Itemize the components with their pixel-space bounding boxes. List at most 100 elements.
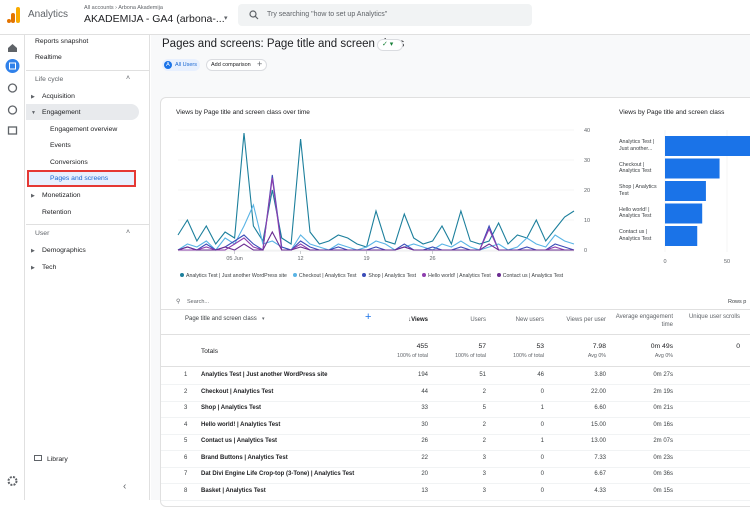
row-value: 2 — [482, 421, 486, 428]
legend-item[interactable]: Checkout | Analytics Test — [292, 273, 357, 279]
row-value: 2m 07s — [653, 438, 673, 444]
totals-label: Totals — [201, 348, 218, 355]
row-index: 5 — [184, 438, 188, 444]
search-icon: ⚲ — [176, 299, 181, 305]
icon-rail — [0, 35, 25, 500]
home-icon[interactable] — [8, 44, 17, 52]
property-selector[interactable]: AKADEMIJA - GA4 (arbona-... — [84, 13, 225, 25]
expand-caret: ▶ — [31, 248, 35, 254]
advertising-icon[interactable] — [7, 105, 18, 115]
product-name: Analytics — [28, 9, 69, 20]
add-comparison[interactable] — [206, 59, 267, 71]
row-value: 3 — [482, 454, 486, 461]
segment-chip[interactable] — [162, 59, 200, 71]
totals-value: 7.98 — [592, 343, 606, 350]
search-box[interactable] — [238, 4, 532, 26]
nav-section[interactable]: User — [35, 230, 50, 237]
row-value: 0m 27s — [653, 372, 673, 378]
row-name: Analytics Test | Just another WordPress … — [201, 372, 328, 378]
row-index: 3 — [184, 405, 188, 411]
collapse-button[interactable]: ‹ — [123, 481, 127, 492]
totals-note: 100% of total — [513, 353, 544, 359]
row-divider — [161, 483, 750, 484]
row-value: 46 — [537, 372, 544, 378]
nav-item[interactable]: Library — [47, 456, 68, 463]
legend-swatch — [292, 273, 297, 277]
bar — [665, 158, 720, 179]
series-line — [177, 230, 574, 251]
row-name: Hello world! | Analytics Test — [201, 421, 281, 428]
row-value: 2 — [482, 388, 486, 395]
nav-item[interactable]: Realtime — [35, 54, 62, 61]
row-value: 3 — [482, 487, 486, 494]
add-dimension: + — [365, 311, 372, 323]
nav-item[interactable]: Acquisition — [42, 93, 75, 100]
divider — [161, 334, 750, 335]
legend-item[interactable]: Analytics Test | Just another WordPress … — [180, 273, 287, 279]
totals-note: Avg 0% — [654, 353, 673, 359]
legend-item[interactable]: Hello world! | Analytics Test — [422, 273, 491, 279]
nav-item[interactable]: Events — [50, 142, 71, 149]
row-name: Shop | Analytics Test — [201, 405, 262, 411]
totals-value: 53 — [536, 343, 544, 350]
row-index: 2 — [184, 388, 188, 395]
explore-icon[interactable] — [7, 83, 18, 93]
nav-item[interactable]: Engagement — [42, 109, 81, 116]
bar-label: Analytics Test | Just another... — [619, 139, 655, 152]
bar — [665, 226, 698, 246]
status-chip[interactable]: ✓ ▾ — [377, 39, 403, 51]
row-value: 4.33 — [594, 487, 606, 494]
nav-item[interactable]: Conversions — [50, 159, 88, 166]
collapse-caret[interactable]: ˄ — [126, 75, 131, 82]
x-tick-label: 19 — [364, 256, 370, 262]
nav-item[interactable]: Monetization — [42, 192, 81, 199]
collapse-caret[interactable]: ˄ — [126, 229, 131, 236]
nav-item[interactable]: Tech — [42, 264, 57, 271]
segment-label: All Users — [175, 62, 198, 68]
nav-item[interactable]: Retention — [42, 209, 72, 216]
totals-value: 455 — [416, 343, 428, 350]
nav-item-selected[interactable]: Pages and screens — [50, 175, 109, 182]
expand-caret: ▶ — [31, 193, 35, 199]
legend-swatch — [180, 273, 184, 277]
row-value: 22 — [421, 454, 428, 461]
nav-item[interactable]: Demographics — [42, 247, 86, 254]
configure-icon[interactable] — [7, 126, 18, 135]
segment-avatar: A — [164, 61, 172, 69]
legend-label: Hello world! | Analytics Test — [428, 273, 491, 279]
row-value: 7.33 — [594, 454, 606, 461]
library-icon — [34, 455, 42, 461]
row-value: 1 — [540, 438, 544, 444]
legend-item[interactable]: Contact us | Analytics Test — [496, 273, 563, 279]
chart-title: Views by Page title and screen class ove… — [176, 109, 310, 116]
row-name: Contact us | Analytics Test — [201, 438, 278, 444]
column-header: Users — [470, 317, 486, 323]
row-divider — [161, 450, 750, 451]
series-line — [177, 132, 575, 248]
row-divider — [161, 417, 750, 418]
row-value: 15.00 — [590, 421, 606, 428]
divider — [161, 309, 750, 310]
row-divider — [161, 400, 750, 402]
totals-note: Avg 0% — [587, 353, 606, 359]
x-tick-label: 05 Jun — [226, 256, 243, 262]
plus-icon: + — [257, 59, 263, 69]
breadcrumb[interactable]: All accounts › Arbona Akademija — [84, 5, 163, 11]
row-value: 13 — [421, 487, 428, 494]
y-tick-label: 10 — [584, 218, 590, 224]
nav-item[interactable]: Reports snapshot — [35, 38, 89, 45]
expand-caret: ▼ — [31, 110, 36, 116]
row-value: 6.67 — [594, 471, 606, 477]
legend-item[interactable]: Shop | Analytics Test — [362, 273, 416, 279]
totals-value: 0m 49s — [650, 343, 673, 350]
nav-item[interactable]: Engagement overview — [50, 126, 118, 133]
legend-label: Shop | Analytics Test — [368, 273, 417, 279]
settings-icon[interactable] — [7, 476, 18, 486]
column-header: Average engagement time — [615, 314, 673, 328]
divider — [26, 224, 149, 225]
row-value: 0m 15s — [653, 487, 673, 494]
row-value: 26 — [421, 438, 428, 444]
legend-label: Checkout | Analytics Test — [298, 273, 357, 279]
nav-section[interactable]: Life cycle — [35, 76, 64, 83]
